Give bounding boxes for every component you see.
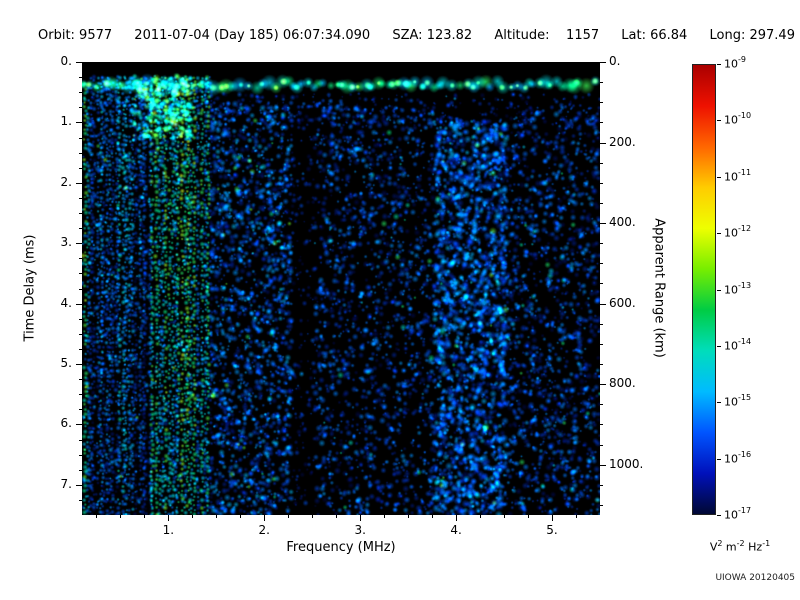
y-right-major-tick bbox=[600, 464, 606, 466]
colorbar-tick-label: 10-11 bbox=[724, 167, 752, 184]
x-axis-tick-label: 3. bbox=[354, 523, 366, 537]
colorbar-tick bbox=[717, 289, 721, 291]
x-axis-tick-label: 5. bbox=[546, 523, 558, 537]
colorbar-tick bbox=[717, 345, 721, 347]
y-right-minor-tick bbox=[600, 343, 603, 345]
colorbar-tick-label: 10-9 bbox=[724, 55, 746, 71]
y-right-minor-tick bbox=[600, 263, 603, 265]
colorbar-tick bbox=[717, 402, 721, 404]
y-left-tick-label: 5. bbox=[60, 356, 72, 370]
colorbar-tick bbox=[717, 233, 721, 235]
y-axis-title-left: Time Delay (ms) bbox=[22, 234, 38, 342]
x-axis-minor-tick bbox=[288, 515, 290, 518]
y-left-tick-label: 0. bbox=[60, 54, 72, 68]
colorbar-tick-label: 10-16 bbox=[724, 449, 752, 466]
x-axis-minor-tick bbox=[384, 515, 386, 518]
x-axis-minor-tick bbox=[144, 515, 146, 518]
y-axis-title-right: Apparent Range (km) bbox=[651, 218, 667, 358]
sza-value: SZA: 123.82 bbox=[392, 28, 473, 43]
colorbar-tick-label: 10-17 bbox=[724, 506, 752, 522]
altitude-value: Altitude: 1157 bbox=[494, 28, 600, 43]
y-right-minor-tick bbox=[600, 202, 603, 204]
colorbar-tick-label: 10-13 bbox=[724, 280, 752, 297]
long-value: Long: 297.49 bbox=[709, 28, 795, 43]
colorbar-tick-label: 10-10 bbox=[724, 111, 752, 128]
y-right-minor-tick bbox=[600, 162, 603, 164]
x-axis-minor-tick bbox=[192, 515, 194, 518]
header-info: Orbit: 9577 2011-07-04 (Day 185) 06:07:3… bbox=[38, 28, 795, 43]
y-left-tick-label: 7. bbox=[60, 476, 72, 491]
y-right-minor-tick bbox=[600, 102, 603, 104]
y-right-minor-tick bbox=[600, 444, 603, 446]
x-axis-major-tick bbox=[552, 515, 554, 521]
x-axis-minor-tick bbox=[504, 515, 506, 518]
x-axis-tick-label: 1. bbox=[162, 523, 175, 537]
x-axis-minor-tick bbox=[216, 515, 218, 518]
y-right-minor-tick bbox=[600, 122, 603, 124]
y-left-tick-label: 3. bbox=[60, 235, 72, 250]
y-right-major-tick bbox=[600, 142, 606, 144]
x-axis-major-tick bbox=[456, 515, 458, 521]
y-right-minor-tick bbox=[600, 484, 603, 486]
x-axis-minor-tick bbox=[576, 515, 578, 518]
y-right-major-tick bbox=[600, 62, 606, 63]
credit-text: UIOWA 20120405 bbox=[715, 573, 795, 583]
y-right-tick-label: 800. bbox=[609, 376, 636, 391]
colorbar-tick bbox=[717, 64, 721, 65]
x-axis-minor-tick bbox=[336, 515, 338, 518]
x-axis-tick-label: 2. bbox=[258, 523, 270, 537]
orbit-value: Orbit: 9577 bbox=[38, 28, 113, 43]
colorbar-unit-label: V2 m-2 Hz-1 bbox=[709, 539, 771, 554]
y-right-minor-tick bbox=[600, 182, 603, 184]
y-right-minor-tick bbox=[600, 323, 603, 325]
y-right-major-tick bbox=[600, 384, 606, 386]
x-axis-title: Frequency (MHz) bbox=[286, 540, 396, 555]
datetime-value: 2011-07-04 (Day 185) 06:07:34.090 bbox=[134, 28, 371, 43]
y-left-tick-label: 2. bbox=[60, 174, 72, 189]
lat-value: Lat: 66.84 bbox=[621, 28, 688, 43]
y-right-minor-tick bbox=[600, 404, 603, 406]
x-axis-minor-tick bbox=[432, 515, 434, 518]
x-axis-major-tick bbox=[360, 515, 362, 521]
colorbar-tick-label: 10-12 bbox=[724, 224, 752, 240]
x-axis-minor-tick bbox=[480, 515, 482, 518]
colorbar-tick-label: 10-14 bbox=[724, 336, 752, 353]
colorbar-tick bbox=[717, 176, 721, 178]
x-axis-minor-tick bbox=[528, 515, 530, 518]
y-right-tick-label: 200. bbox=[609, 134, 636, 149]
colorbar-tick bbox=[717, 515, 721, 516]
y-left-tick-label: 4. bbox=[60, 295, 72, 310]
y-left-tick-label: 6. bbox=[60, 416, 72, 431]
x-axis-minor-tick bbox=[120, 515, 122, 518]
colorbar-tick bbox=[717, 120, 721, 122]
y-left-tick-label: 1. bbox=[60, 114, 72, 129]
y-right-minor-tick bbox=[600, 82, 603, 84]
y-right-minor-tick bbox=[600, 243, 603, 245]
x-axis-tick-label: 4. bbox=[450, 523, 462, 537]
y-right-major-tick bbox=[600, 303, 606, 305]
colorbar-tick-label: 10-15 bbox=[724, 393, 752, 409]
y-right-minor-tick bbox=[600, 283, 603, 285]
x-axis-minor-tick bbox=[96, 515, 98, 518]
y-right-minor-tick bbox=[600, 364, 603, 365]
x-axis-major-tick bbox=[264, 515, 266, 521]
x-axis-minor-tick bbox=[312, 515, 314, 518]
x-axis-major-tick bbox=[168, 515, 170, 521]
y-right-tick-label: 600. bbox=[609, 295, 636, 310]
colorbar-gradient bbox=[692, 64, 716, 515]
spectrogram-heatmap bbox=[82, 62, 600, 515]
y-right-minor-tick bbox=[600, 504, 603, 506]
x-axis-minor-tick bbox=[408, 515, 410, 518]
y-right-tick-label: 1000. bbox=[609, 456, 644, 471]
x-axis-minor-tick bbox=[240, 515, 242, 518]
y-right-tick-label: 400. bbox=[609, 215, 636, 230]
y-right-major-tick bbox=[600, 223, 606, 225]
colorbar-tick bbox=[717, 458, 721, 460]
y-right-tick-label: 0. bbox=[609, 54, 621, 68]
y-right-minor-tick bbox=[600, 424, 603, 426]
